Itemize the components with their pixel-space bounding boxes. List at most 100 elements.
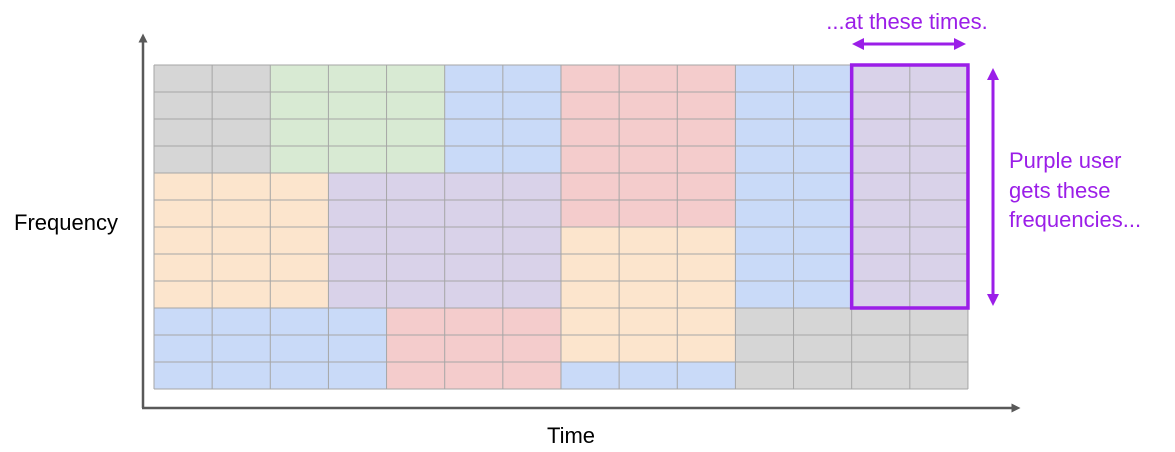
grid-cell-red	[677, 92, 736, 119]
grid-cell-blue	[793, 65, 852, 92]
grid-cell-red	[677, 119, 736, 146]
grid-cell-red	[619, 173, 678, 200]
grid-cell-purple	[851, 254, 910, 281]
grid-cell-red	[444, 362, 503, 389]
x-axis-label: Time	[547, 423, 595, 448]
grid-cell-purple	[386, 200, 445, 227]
grid-cell-purple	[328, 173, 387, 200]
grid-cell-blue	[735, 254, 794, 281]
grid-cell-green	[270, 146, 329, 173]
grid-cell-blue	[154, 335, 213, 362]
grid-cell-purple	[909, 281, 968, 308]
grid-cell-red	[619, 146, 678, 173]
grid-cell-orange	[560, 227, 620, 254]
grid-cell-red	[502, 362, 561, 389]
grid-cell-gray	[909, 308, 968, 335]
grid-cell-purple	[909, 119, 968, 146]
grid-cell-red	[560, 200, 620, 227]
grid-cell-purple	[851, 227, 910, 254]
grid-cell-orange	[154, 227, 213, 254]
grid-cell-orange	[154, 254, 213, 281]
grid-cell-orange	[212, 281, 271, 308]
grid-cell-purple	[909, 146, 968, 173]
grid-cell-orange	[560, 254, 620, 281]
grid-cell-blue	[793, 92, 852, 119]
grid-cell-red	[502, 335, 561, 362]
grid-cell-orange	[619, 281, 678, 308]
grid-cell-orange	[677, 335, 736, 362]
frequency-annotation-line-3: frequencies...	[1009, 207, 1141, 232]
grid-cell-blue	[444, 146, 503, 173]
grid-cell-red	[444, 308, 503, 335]
grid-cell-green	[328, 119, 387, 146]
grid-cell-red	[386, 308, 445, 335]
grid-cell-purple	[444, 200, 503, 227]
grid-cell-red	[444, 335, 503, 362]
grid-cell-blue	[328, 335, 387, 362]
grid-cell-red	[386, 362, 445, 389]
grid-cell-blue	[502, 65, 561, 92]
grid-cell-orange	[677, 308, 736, 335]
grid-cell-orange	[677, 254, 736, 281]
grid-cell-orange	[677, 281, 736, 308]
grid-cell-gray	[909, 335, 968, 362]
grid-cell-blue	[793, 173, 852, 200]
grid-cell-gray	[154, 146, 213, 173]
grid-cell-green	[270, 92, 329, 119]
grid-cell-blue	[270, 308, 329, 335]
grid-cell-blue	[735, 119, 794, 146]
grid-cell-purple	[386, 281, 445, 308]
grid-cell-purple	[328, 254, 387, 281]
grid-cell-purple	[502, 200, 561, 227]
grid-cell-purple	[328, 227, 387, 254]
grid-cell-orange	[154, 173, 213, 200]
grid-cell-blue	[154, 308, 213, 335]
grid-cell-blue	[735, 200, 794, 227]
grid-cell-orange	[270, 281, 329, 308]
grid-cell-purple	[386, 254, 445, 281]
grid-cell-blue	[735, 146, 794, 173]
grid-cell-blue	[502, 92, 561, 119]
grid-cell-red	[619, 65, 678, 92]
grid-cell-blue	[212, 335, 271, 362]
grid-cell-purple	[851, 65, 910, 92]
grid-cell-red	[619, 200, 678, 227]
grid-cell-blue	[154, 362, 213, 389]
grid-cell-purple	[851, 173, 910, 200]
grid-cell-purple	[444, 281, 503, 308]
grid-cell-purple	[851, 281, 910, 308]
grid-cell-orange	[560, 335, 620, 362]
grid-cell-purple	[851, 146, 910, 173]
grid-cell-purple	[851, 200, 910, 227]
grid-cell-gray	[212, 146, 271, 173]
grid-cell-gray	[154, 119, 213, 146]
grid-cell-green	[386, 146, 445, 173]
grid-cell-gray	[735, 308, 794, 335]
grid-cell-orange	[154, 200, 213, 227]
grid-cell-orange	[270, 173, 329, 200]
grid-cell-orange	[619, 254, 678, 281]
grid-cell-blue	[735, 92, 794, 119]
grid-cell-red	[560, 65, 620, 92]
grid-cell-red	[677, 146, 736, 173]
grid-lines	[153, 64, 969, 390]
grid-cell-orange	[212, 254, 271, 281]
grid-cell-gray	[851, 308, 910, 335]
grid-cell-blue	[793, 227, 852, 254]
grid-cell-blue	[735, 173, 794, 200]
grid-cell-green	[386, 65, 445, 92]
grid-cell-purple	[909, 200, 968, 227]
grid-cell-purple	[386, 227, 445, 254]
grid-cell-blue	[677, 362, 736, 389]
grid-cell-orange	[560, 308, 620, 335]
grid-cell-red	[502, 308, 561, 335]
grid-cell-blue	[444, 119, 503, 146]
grid-cell-purple	[328, 281, 387, 308]
grid-cell-purple	[444, 173, 503, 200]
resource-grid	[154, 65, 968, 389]
grid-cell-gray	[909, 362, 968, 389]
grid-cell-green	[328, 65, 387, 92]
grid-cell-red	[560, 119, 620, 146]
grid-cell-green	[270, 119, 329, 146]
grid-cell-purple	[502, 254, 561, 281]
